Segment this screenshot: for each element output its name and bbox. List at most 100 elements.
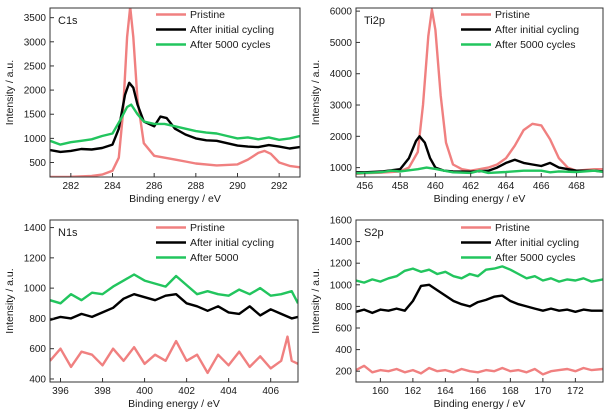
- x-tick-label: 164: [437, 386, 454, 397]
- x-tick-label: 456: [356, 181, 373, 192]
- y-tick-label: 3500: [24, 13, 47, 24]
- x-tick-label: 406: [262, 386, 279, 397]
- y-tick-label: 600: [335, 324, 352, 335]
- x-axis-label: Binding energy / eV: [434, 193, 526, 205]
- panel-label: N1s: [58, 227, 78, 239]
- y-tick-label: 2500: [24, 61, 47, 72]
- legend-label-0: Pristine: [495, 9, 530, 21]
- y-tick-label: 4000: [330, 69, 353, 80]
- y-tick-label: 400: [335, 345, 352, 356]
- x-tick-label: 166: [470, 386, 487, 397]
- plot-frame: [49, 219, 299, 383]
- y-tick-label: 3000: [330, 101, 353, 112]
- x-tick-label: 168: [502, 386, 519, 397]
- y-tick-label: 6000: [330, 7, 353, 18]
- series-group: [356, 8, 603, 176]
- x-tick-label: 466: [533, 181, 550, 192]
- x-tick-label: 398: [94, 386, 111, 397]
- legend-label-2: After 5000 cycles: [495, 39, 576, 51]
- y-tick-label: 1000: [330, 163, 353, 174]
- x-tick-label: 288: [187, 181, 204, 192]
- panel-0: 282 284 286 288 290 292 500 1000 1500 2000 2500 300…: [4, 7, 301, 205]
- x-tick-label: 396: [52, 386, 69, 397]
- legend-label-1: After initial cycling: [495, 24, 579, 36]
- x-axis-label: Binding energy / eV: [129, 193, 221, 205]
- y-axis-label: Intensity / a.u.: [4, 60, 16, 125]
- x-tick-label: 468: [568, 181, 585, 192]
- y-axis-label: Intensity / a.u.: [310, 268, 322, 333]
- x-tick-label: 458: [392, 181, 409, 192]
- y-tick-label: 3000: [24, 37, 47, 48]
- legend-label-2: After 5000 cycles: [495, 252, 576, 264]
- x-tick-label: 282: [62, 181, 79, 192]
- legend-label-2: After 5000: [190, 252, 239, 264]
- panel-label: C1s: [58, 15, 78, 27]
- y-axis-label: Intensity / a.u.: [4, 268, 16, 333]
- series-line-2: [50, 103, 300, 146]
- series-group: [356, 265, 603, 376]
- panel-1: 456 458 460 462 464 466 468 1000 2000 3000 4000 500…: [310, 7, 604, 205]
- legend-label-0: Pristine: [495, 222, 530, 234]
- y-tick-label: 400: [29, 374, 46, 385]
- series-line-1: [50, 81, 300, 154]
- y-tick-label: 2000: [24, 86, 47, 97]
- legend-label-1: After initial cycling: [190, 24, 274, 36]
- legend-label-0: Pristine: [190, 222, 225, 234]
- series-line-0: [50, 8, 300, 177]
- x-tick-label: 404: [220, 386, 237, 397]
- x-axis-label: Binding energy / eV: [128, 398, 220, 410]
- y-tick-label: 2000: [330, 132, 353, 143]
- panel-3: 160 162 164 166 168 170 172 200 400 600 800 1000 120…: [310, 216, 604, 410]
- series-line-2: [356, 265, 603, 284]
- x-tick-label: 160: [372, 386, 389, 397]
- series-line-0: [356, 364, 603, 376]
- x-tick-label: 292: [271, 181, 288, 192]
- y-axis-label: Intensity / a.u.: [310, 60, 322, 125]
- y-tick-label: 1000: [330, 280, 353, 291]
- series-group: [50, 273, 298, 375]
- y-tick-label: 600: [29, 344, 46, 355]
- legend-label-2: After 5000 cycles: [190, 39, 271, 51]
- x-tick-label: 462: [462, 181, 479, 192]
- x-tick-label: 170: [535, 386, 552, 397]
- y-tick-label: 1400: [24, 223, 47, 234]
- series-line-0: [50, 335, 298, 375]
- y-tick-label: 1200: [330, 259, 353, 270]
- y-tick-label: 1600: [330, 216, 353, 227]
- plot-frame: [355, 219, 604, 383]
- y-tick-label: 800: [335, 302, 352, 313]
- y-tick-label: 1500: [24, 110, 47, 121]
- y-tick-label: 500: [29, 158, 46, 169]
- series-line-1: [356, 283, 603, 315]
- series-line-2: [50, 273, 298, 305]
- y-tick-label: 1400: [330, 237, 353, 248]
- panel-label: Ti2p: [364, 15, 385, 27]
- x-tick-label: 290: [229, 181, 246, 192]
- x-tick-label: 286: [146, 181, 163, 192]
- y-tick-label: 200: [335, 367, 352, 378]
- x-tick-label: 464: [498, 181, 515, 192]
- x-tick-label: 172: [567, 386, 584, 397]
- x-tick-label: 460: [427, 181, 444, 192]
- plot-frame: [49, 7, 301, 178]
- panel-label: S2p: [364, 227, 384, 239]
- legend-label-1: After initial cycling: [190, 237, 274, 249]
- y-tick-label: 1000: [24, 134, 47, 145]
- y-tick-label: 1200: [24, 253, 47, 264]
- y-tick-label: 5000: [330, 38, 353, 49]
- panel-2: 396 398 400 402 404 406 400 600 800 1000 1200 1400 B…: [4, 219, 299, 410]
- series-line-2: [356, 166, 603, 175]
- legend-label-1: After initial cycling: [495, 237, 579, 249]
- series-group: [50, 8, 300, 177]
- series-line-1: [50, 293, 298, 322]
- x-tick-label: 284: [104, 181, 121, 192]
- legend-label-0: Pristine: [190, 9, 225, 21]
- x-tick-label: 162: [405, 386, 422, 397]
- x-tick-label: 402: [178, 386, 195, 397]
- x-tick-label: 400: [136, 386, 153, 397]
- y-tick-label: 800: [29, 314, 46, 325]
- x-axis-label: Binding energy / eV: [434, 398, 526, 410]
- y-tick-label: 1000: [24, 284, 47, 295]
- plot-frame: [355, 7, 604, 178]
